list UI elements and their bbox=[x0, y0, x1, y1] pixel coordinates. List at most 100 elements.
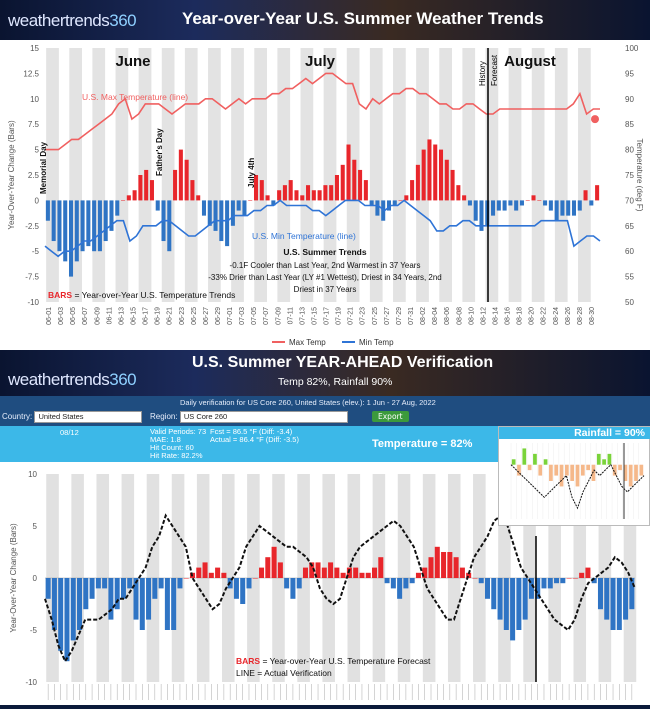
forecast-bar bbox=[146, 578, 152, 620]
yoy-bar bbox=[115, 200, 120, 216]
yoy-bar bbox=[144, 169, 149, 201]
forecast-bar bbox=[202, 562, 208, 578]
yoy-bar bbox=[375, 200, 380, 216]
yoy-bar bbox=[265, 195, 270, 201]
x-tick-label: 08-30 bbox=[589, 307, 596, 325]
y2-tick-label: 95 bbox=[625, 69, 634, 78]
month-label: June bbox=[115, 53, 150, 70]
yoy-bar bbox=[427, 139, 432, 201]
forecast-bar bbox=[447, 552, 453, 578]
x-tick-label: 06-15 bbox=[130, 307, 137, 325]
x-tick-label: 06-11 bbox=[106, 307, 113, 324]
forecast-bar bbox=[152, 578, 158, 599]
x-tick-label: 06-01 bbox=[46, 307, 53, 325]
y-tick-label-bottom: 0 bbox=[33, 574, 38, 583]
yoy-bar bbox=[259, 180, 264, 201]
forecast-bar bbox=[196, 567, 202, 578]
yoy-bar bbox=[121, 200, 126, 201]
rain-line bbox=[510, 463, 645, 510]
forecast-bar bbox=[302, 567, 308, 578]
yoy-bar bbox=[438, 149, 444, 201]
x-tick-label: 07-01 bbox=[227, 307, 234, 325]
x-tick-label: 06-25 bbox=[191, 307, 198, 325]
yoy-bar bbox=[537, 200, 542, 201]
yoy-bar bbox=[519, 200, 524, 206]
min-temp-line bbox=[44, 199, 601, 258]
forecast-bar bbox=[334, 567, 340, 578]
yoy-bar bbox=[300, 195, 305, 201]
x-tick-label: 08-18 bbox=[517, 307, 524, 325]
forecast-bar bbox=[422, 567, 428, 578]
forecast-bar bbox=[246, 578, 252, 589]
forecast-bar bbox=[58, 578, 64, 651]
trends-line-3: Driest in 37 Years bbox=[294, 285, 357, 294]
rain-bar bbox=[533, 453, 537, 465]
y-tick-label: -2.5 bbox=[25, 222, 39, 231]
stats-valid: Valid Periods: 73 bbox=[150, 427, 207, 436]
stats-date: 08/12 bbox=[60, 428, 79, 437]
x-tick-label: 08-16 bbox=[505, 307, 512, 325]
rain-bar bbox=[543, 459, 548, 465]
country-select[interactable]: United States bbox=[34, 411, 143, 423]
forecast-bar bbox=[183, 578, 189, 579]
top-band bbox=[531, 48, 545, 302]
month-label: August bbox=[504, 53, 556, 70]
forecast-bar bbox=[466, 572, 472, 578]
yoy-bar bbox=[369, 200, 374, 206]
yoy-bar bbox=[456, 185, 461, 201]
yoy-bar bbox=[184, 159, 189, 201]
forecast-bar bbox=[572, 578, 578, 579]
yoy-bar bbox=[294, 190, 299, 201]
rain-bar bbox=[618, 464, 622, 471]
yoy-bar bbox=[566, 200, 571, 216]
rainfall-score: Rainfall = 90% bbox=[574, 427, 645, 439]
rain-bar bbox=[511, 459, 516, 465]
forecast-bar bbox=[89, 578, 95, 599]
forecast-bar bbox=[472, 578, 478, 579]
yoy-bar bbox=[340, 164, 345, 201]
x-tick-label: 06-13 bbox=[118, 307, 125, 325]
x-tick-label: 07-25 bbox=[372, 307, 379, 325]
forecast-bar bbox=[108, 578, 114, 620]
x-tick-label: 06-09 bbox=[94, 307, 101, 325]
forecast-bar bbox=[321, 567, 327, 578]
top-band bbox=[254, 48, 267, 302]
rain-bar bbox=[586, 464, 591, 471]
rain-bar bbox=[527, 464, 532, 471]
weathertrends-logo-2: weathertrends360 bbox=[8, 370, 137, 389]
min-temp-label: U.S. Min Temperature (line) bbox=[252, 231, 356, 241]
region-select[interactable]: US Core 260 bbox=[179, 411, 348, 423]
yoy-bar bbox=[450, 169, 455, 201]
forecast-bar bbox=[415, 572, 421, 578]
export-button[interactable]: Export bbox=[372, 411, 409, 422]
max-temp-line bbox=[45, 72, 600, 151]
yoy-bar bbox=[571, 200, 577, 216]
yoy-bar bbox=[138, 175, 143, 201]
y-tick-label: 12.5 bbox=[23, 69, 39, 78]
trends-line-2: -33% Drier than Last Year (LY #1 Wettest… bbox=[208, 273, 441, 282]
forecast-bar bbox=[516, 578, 522, 630]
rain-bar bbox=[602, 459, 606, 465]
rain-bar bbox=[538, 464, 543, 476]
yoy-bar bbox=[201, 200, 207, 216]
trends-line-1: -0.1F Cooler than Last Year, 2nd Warmest… bbox=[230, 261, 421, 270]
forecast-bar bbox=[566, 578, 572, 579]
forecast-bar bbox=[459, 567, 465, 578]
yoy-bar bbox=[80, 200, 85, 252]
yoy-bar bbox=[109, 200, 114, 231]
forecast-bar bbox=[83, 578, 89, 610]
top-chart-title: Year-over-Year U.S. Summer Weather Trend… bbox=[182, 9, 544, 28]
forecast-bar bbox=[139, 578, 145, 630]
yoy-bar bbox=[51, 200, 56, 242]
x-tick-label: 06-21 bbox=[167, 307, 174, 325]
forecast-bar bbox=[510, 578, 516, 641]
y-axis-title: Year-Over-Year Change (Bars) bbox=[7, 120, 16, 230]
top-band bbox=[554, 48, 568, 302]
forecast-bar bbox=[328, 562, 334, 578]
yoy-bar bbox=[479, 200, 484, 231]
stats-actual: Actual = 86.4 °F (Diff: -3.5) bbox=[210, 435, 299, 444]
yoy-bar bbox=[473, 200, 478, 221]
forecast-bar bbox=[233, 578, 239, 599]
x-tick-label: 08-08 bbox=[456, 307, 463, 325]
top-band bbox=[300, 48, 314, 302]
